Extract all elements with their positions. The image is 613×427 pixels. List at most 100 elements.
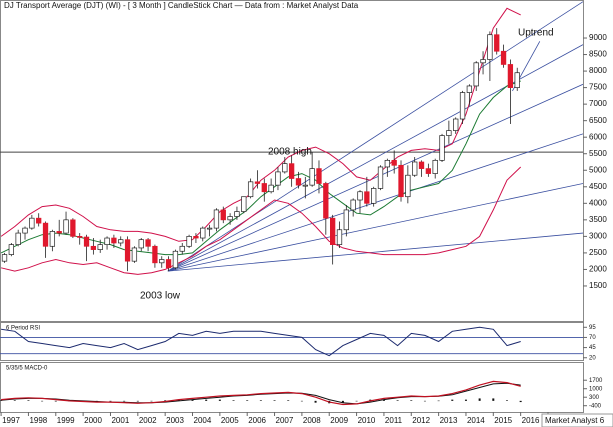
candle-body xyxy=(186,236,192,247)
candle-body xyxy=(439,135,445,161)
annotation: 2008 high xyxy=(268,147,312,158)
candle-body xyxy=(480,59,486,64)
moving-average xyxy=(0,80,521,256)
main-panel xyxy=(0,0,584,322)
candle-body xyxy=(275,171,281,186)
fan-line xyxy=(167,83,583,272)
macd-panel xyxy=(0,362,584,413)
candle-body xyxy=(179,245,185,252)
candle-body xyxy=(227,216,233,221)
candle-body xyxy=(241,196,247,212)
y-tick-label: 5500 xyxy=(589,149,607,158)
candle-body xyxy=(425,168,432,174)
candle-body xyxy=(254,181,261,184)
macd-histogram-bar xyxy=(478,398,481,401)
x-tick-label: 2009 xyxy=(330,416,348,425)
macd-label: 5/35/5 MACD-0 xyxy=(6,366,48,372)
macd-histogram-bar xyxy=(164,400,167,401)
candle-body xyxy=(70,219,76,237)
macd-histogram-bar xyxy=(314,400,317,403)
macd-histogram-bar xyxy=(13,400,16,401)
candle-body xyxy=(473,62,479,87)
macd-histogram-bar xyxy=(287,400,290,401)
x-tick-label: 2006 xyxy=(248,416,266,425)
macd-histogram-bar xyxy=(54,400,57,402)
candle-body xyxy=(138,239,144,249)
y-tick-label: -400 xyxy=(589,403,602,409)
candle-body xyxy=(97,244,103,250)
rsi-panel xyxy=(0,322,584,361)
macd-histogram-bar xyxy=(451,399,454,401)
x-tick-label: 2002 xyxy=(139,416,157,425)
candle-body xyxy=(145,239,151,247)
candle-body xyxy=(49,231,56,247)
macd-histogram-bar xyxy=(273,400,276,401)
y-tick-label: 7500 xyxy=(589,83,607,92)
x-tick-label: 2001 xyxy=(111,416,129,425)
y-tick-label: 4500 xyxy=(589,182,607,191)
candle-body xyxy=(15,232,21,245)
y-tick-label: 4000 xyxy=(589,198,607,207)
y-tick-label: 1000 xyxy=(589,386,603,392)
candle-body xyxy=(336,229,343,245)
upper-band xyxy=(0,7,521,242)
candle-body xyxy=(77,236,83,238)
y-tick-label: 95 xyxy=(589,325,596,331)
candle-body xyxy=(343,209,349,231)
lower-band xyxy=(0,166,522,275)
candle-body xyxy=(507,64,514,88)
fan-line xyxy=(167,183,583,272)
y-tick-label: 1500 xyxy=(589,281,607,290)
candle-body xyxy=(384,159,390,168)
macd-histogram-bar xyxy=(109,400,112,402)
y-tick-label: 8500 xyxy=(589,50,607,59)
macd-histogram-bar xyxy=(218,399,221,401)
candle-body xyxy=(152,245,158,264)
x-tick-label: 2008 xyxy=(303,416,321,425)
annotation: Uptrend xyxy=(518,28,554,39)
candle-body xyxy=(453,118,459,131)
macd-histogram-bar xyxy=(382,399,385,401)
x-tick-label: 1997 xyxy=(2,416,20,425)
candle-body xyxy=(22,227,28,234)
macd-line xyxy=(1,380,521,406)
candle-body xyxy=(83,236,90,247)
macd-histogram-bar xyxy=(41,400,44,402)
candle-body xyxy=(500,50,507,65)
candle-body xyxy=(124,239,131,262)
annotation: 2003 low xyxy=(140,291,181,302)
macd-histogram-bar xyxy=(150,400,153,402)
macd-histogram-bar xyxy=(423,400,426,402)
fan-line xyxy=(167,1,583,272)
candle-body xyxy=(220,209,226,221)
candle-body xyxy=(29,217,35,229)
y-tick-label: 45 xyxy=(589,345,596,351)
x-tick-label: 2000 xyxy=(84,416,102,425)
x-tick-label: 2003 xyxy=(166,416,184,425)
candle-body xyxy=(487,34,493,60)
macd-histogram-bar xyxy=(232,400,235,401)
x-tick-label: 2015 xyxy=(494,416,512,425)
y-tick-label: 300 xyxy=(589,395,600,401)
macd-histogram-bar xyxy=(369,399,372,401)
y-tick-label: 20 xyxy=(589,355,596,361)
x-tick-label: 2010 xyxy=(358,416,376,425)
candle-body xyxy=(8,244,14,255)
candle-body xyxy=(459,92,466,120)
candle-body xyxy=(514,72,520,88)
candle-body xyxy=(206,227,213,230)
candle-body xyxy=(364,191,370,204)
macd-histogram-bar xyxy=(464,399,467,401)
candle-body xyxy=(90,245,97,250)
x-tick-label: 1999 xyxy=(57,416,75,425)
candle-body xyxy=(494,34,500,52)
candle-body xyxy=(446,130,452,136)
candle-body xyxy=(309,168,315,186)
candle-body xyxy=(200,227,206,239)
candle-body xyxy=(213,209,220,229)
rsi-line xyxy=(1,326,521,357)
macd-histogram-bar xyxy=(123,400,126,402)
main-plot xyxy=(0,1,583,275)
macd-histogram-bar xyxy=(246,400,249,401)
